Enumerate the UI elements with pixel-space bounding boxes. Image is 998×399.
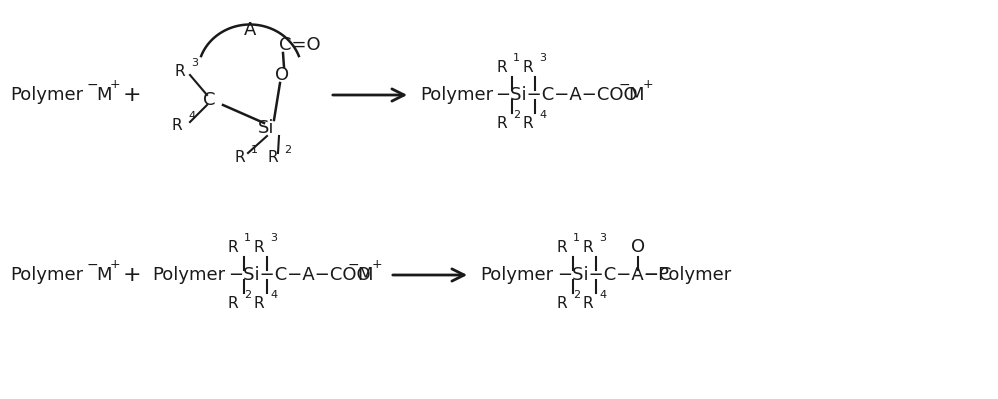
Text: Polymer: Polymer — [152, 266, 226, 284]
Text: −Si−C−A−C: −Si−C−A−C — [557, 266, 672, 284]
Text: R: R — [523, 59, 534, 75]
Text: 2: 2 — [244, 290, 251, 300]
Text: 1: 1 — [573, 233, 580, 243]
Text: C: C — [203, 91, 216, 109]
Text: −Polymer: −Polymer — [643, 266, 732, 284]
Text: Polymer: Polymer — [480, 266, 553, 284]
Text: 4: 4 — [539, 110, 546, 120]
Text: 4: 4 — [188, 111, 196, 121]
Text: A: A — [244, 21, 256, 39]
Text: M: M — [96, 266, 112, 284]
Text: O: O — [631, 238, 645, 256]
Text: R: R — [268, 150, 278, 166]
Text: R: R — [557, 296, 568, 310]
Text: 2: 2 — [284, 145, 291, 155]
Text: Si: Si — [257, 119, 274, 137]
Text: 1: 1 — [244, 233, 251, 243]
Text: 2: 2 — [573, 290, 580, 300]
Text: 3: 3 — [191, 58, 198, 68]
Text: −: − — [619, 78, 631, 92]
Text: +: + — [643, 79, 654, 91]
Text: O: O — [274, 66, 289, 84]
Text: R: R — [497, 115, 508, 130]
Text: −Si−C−A−COO: −Si−C−A−COO — [228, 266, 370, 284]
Text: R: R — [254, 296, 264, 310]
Text: −Si−C−A−COO: −Si−C−A−COO — [495, 86, 638, 104]
Text: 1: 1 — [251, 145, 258, 155]
Text: M: M — [357, 266, 372, 284]
Text: R: R — [523, 115, 534, 130]
Text: +: + — [123, 265, 142, 285]
Text: C=O: C=O — [279, 36, 320, 54]
Text: Polymer: Polymer — [10, 266, 83, 284]
Text: R: R — [228, 239, 239, 255]
Text: Polymer: Polymer — [10, 86, 83, 104]
Text: R: R — [235, 150, 246, 166]
Text: −: − — [348, 258, 359, 272]
Text: 2: 2 — [513, 110, 520, 120]
Text: +: + — [372, 259, 382, 271]
Text: R: R — [172, 117, 183, 132]
Text: −: − — [87, 78, 99, 92]
Text: −: − — [87, 258, 99, 272]
Text: 3: 3 — [270, 233, 277, 243]
Text: +: + — [110, 259, 121, 271]
Text: R: R — [557, 239, 568, 255]
Text: +: + — [123, 85, 142, 105]
Text: Polymer: Polymer — [420, 86, 493, 104]
Text: 4: 4 — [599, 290, 606, 300]
Text: R: R — [254, 239, 264, 255]
Text: 4: 4 — [270, 290, 277, 300]
Text: +: + — [110, 79, 121, 91]
Text: 3: 3 — [539, 53, 546, 63]
Text: R: R — [583, 296, 594, 310]
Text: R: R — [175, 65, 186, 79]
Text: R: R — [497, 59, 508, 75]
Text: 3: 3 — [599, 233, 606, 243]
Text: R: R — [228, 296, 239, 310]
Text: R: R — [583, 239, 594, 255]
Text: 1: 1 — [513, 53, 520, 63]
Text: M: M — [628, 86, 644, 104]
Text: M: M — [96, 86, 112, 104]
